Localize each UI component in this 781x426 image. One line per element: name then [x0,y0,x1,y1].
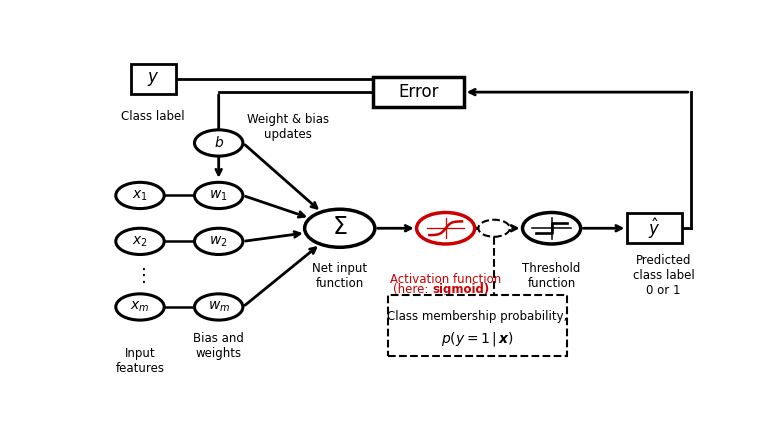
Text: $x_2$: $x_2$ [132,234,148,249]
Text: $w_2$: $w_2$ [209,234,228,249]
Text: $x_m$: $x_m$ [130,300,150,314]
Text: Class label: Class label [122,110,185,123]
Text: Input
features: Input features [116,347,165,375]
Circle shape [116,294,164,320]
Text: $w_m$: $w_m$ [208,300,230,314]
Circle shape [194,294,243,320]
Circle shape [194,228,243,254]
Text: $x_1$: $x_1$ [132,188,148,203]
FancyBboxPatch shape [388,296,567,356]
Text: sigmoid): sigmoid) [433,283,490,296]
Text: $y$: $y$ [148,70,160,88]
Text: Error: Error [398,83,439,101]
Text: (here:: (here: [393,283,433,296]
FancyBboxPatch shape [627,213,682,243]
Text: Net input
function: Net input function [312,262,367,290]
Text: Bias and
weights: Bias and weights [193,332,244,360]
Text: $\Sigma$: $\Sigma$ [332,215,348,239]
Text: Weight & bias
updates: Weight & bias updates [248,112,330,141]
Circle shape [194,130,243,156]
Circle shape [522,213,580,244]
Circle shape [305,209,375,247]
FancyBboxPatch shape [373,78,464,107]
Text: $p(y = 1\,|\,\boldsymbol{x})$: $p(y = 1\,|\,\boldsymbol{x})$ [441,330,514,348]
Circle shape [416,213,475,244]
Circle shape [194,182,243,209]
Text: Threshold
function: Threshold function [522,262,581,290]
Text: $w_1$: $w_1$ [209,188,228,203]
Text: $b$: $b$ [214,135,223,150]
Text: Class membership probability,: Class membership probability, [387,310,568,323]
FancyBboxPatch shape [131,64,177,94]
Text: $\vdots$: $\vdots$ [134,266,146,285]
Text: $\hat{y}$: $\hat{y}$ [648,216,661,241]
Text: Predicted
class label
0 or 1: Predicted class label 0 or 1 [633,254,694,297]
Circle shape [116,228,164,254]
Circle shape [116,182,164,209]
Text: Activation function: Activation function [390,273,501,285]
Circle shape [478,220,510,237]
